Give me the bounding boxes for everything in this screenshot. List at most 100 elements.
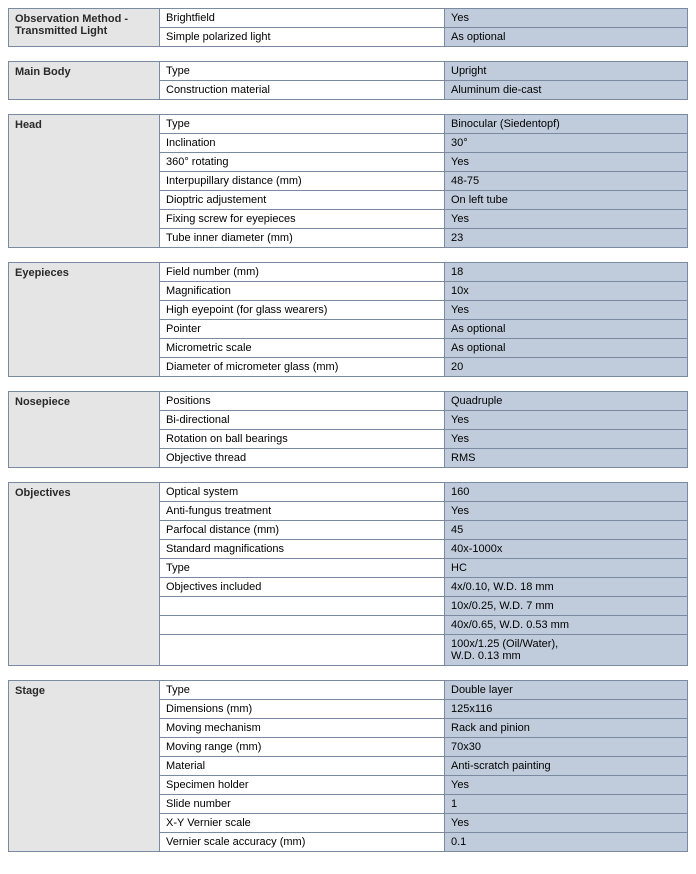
spec-label: Inclination (160, 134, 445, 153)
spec-label: Dioptric adjustement (160, 191, 445, 210)
spec-section: Main BodyTypeUprightConstruction materia… (8, 61, 688, 100)
spec-row: Standard magnifications40x-1000x (160, 540, 688, 559)
section-header: Nosepiece (8, 391, 160, 468)
spec-section: NosepiecePositionsQuadrupleBi-directiona… (8, 391, 688, 468)
spec-row: Objectives included4x/0.10, W.D. 18 mm (160, 578, 688, 597)
spec-row: Tube inner diameter (mm)23 (160, 229, 688, 248)
spec-value: RMS (445, 449, 688, 468)
spec-label: Type (160, 680, 445, 700)
spec-label: Pointer (160, 320, 445, 339)
spec-value: Yes (445, 814, 688, 833)
spec-row: Objective threadRMS (160, 449, 688, 468)
spec-value: Yes (445, 8, 688, 28)
spec-row: Parfocal distance (mm)45 (160, 521, 688, 540)
spec-value: As optional (445, 320, 688, 339)
spec-label: 360° rotating (160, 153, 445, 172)
spec-value: 100x/1.25 (Oil/Water), W.D. 0.13 mm (445, 635, 688, 666)
spec-value: Aluminum die-cast (445, 81, 688, 100)
spec-label: High eyepoint (for glass wearers) (160, 301, 445, 320)
spec-label: Slide number (160, 795, 445, 814)
spec-value: Binocular (Siedentopf) (445, 114, 688, 134)
spec-value: 160 (445, 482, 688, 502)
spec-row: Vernier scale accuracy (mm)0.1 (160, 833, 688, 852)
spec-label: Fixing screw for eyepieces (160, 210, 445, 229)
spec-row: Construction materialAluminum die-cast (160, 81, 688, 100)
section-header: Eyepieces (8, 262, 160, 377)
spec-row: Field number (mm)18 (160, 262, 688, 282)
spec-value: Quadruple (445, 391, 688, 411)
spec-label: Tube inner diameter (mm) (160, 229, 445, 248)
spec-label: Standard magnifications (160, 540, 445, 559)
spec-label: X-Y Vernier scale (160, 814, 445, 833)
spec-label (160, 635, 445, 666)
spec-label: Brightfield (160, 8, 445, 28)
section-rows: Optical system160Anti-fungus treatmentYe… (160, 482, 688, 666)
spec-row: TypeDouble layer (160, 680, 688, 700)
spec-row: Optical system160 (160, 482, 688, 502)
spec-row: Diameter of micrometer glass (mm)20 (160, 358, 688, 377)
section-rows: PositionsQuadrupleBi-directionalYesRotat… (160, 391, 688, 468)
spec-value: Yes (445, 411, 688, 430)
spec-row: MaterialAnti-scratch painting (160, 757, 688, 776)
spec-value: 18 (445, 262, 688, 282)
spec-row: TypeHC (160, 559, 688, 578)
section-rows: TypeUprightConstruction materialAluminum… (160, 61, 688, 100)
spec-label: Field number (mm) (160, 262, 445, 282)
spec-value: Yes (445, 301, 688, 320)
spec-value: 23 (445, 229, 688, 248)
spec-label: Diameter of micrometer glass (mm) (160, 358, 445, 377)
section-rows: TypeDouble layerDimensions (mm)125x116Mo… (160, 680, 688, 852)
spec-value: 4x/0.10, W.D. 18 mm (445, 578, 688, 597)
spec-label: Interpupillary distance (mm) (160, 172, 445, 191)
spec-label: Moving mechanism (160, 719, 445, 738)
spec-value: 30° (445, 134, 688, 153)
spec-label: Specimen holder (160, 776, 445, 795)
spec-row: X-Y Vernier scaleYes (160, 814, 688, 833)
spec-section: StageTypeDouble layerDimensions (mm)125x… (8, 680, 688, 852)
spec-value: On left tube (445, 191, 688, 210)
spec-sheet: Observation Method - Transmitted LightBr… (8, 8, 688, 852)
spec-value: 20 (445, 358, 688, 377)
spec-row: Magnification10x (160, 282, 688, 301)
spec-label: Objective thread (160, 449, 445, 468)
spec-label: Micrometric scale (160, 339, 445, 358)
spec-value: 40x-1000x (445, 540, 688, 559)
spec-row: TypeUpright (160, 61, 688, 81)
spec-row: Fixing screw for eyepiecesYes (160, 210, 688, 229)
spec-value: Double layer (445, 680, 688, 700)
section-header: Stage (8, 680, 160, 852)
spec-value: 125x116 (445, 700, 688, 719)
spec-row: High eyepoint (for glass wearers)Yes (160, 301, 688, 320)
spec-row: Slide number1 (160, 795, 688, 814)
spec-value: Anti-scratch painting (445, 757, 688, 776)
spec-label: Vernier scale accuracy (mm) (160, 833, 445, 852)
spec-row: Inclination30° (160, 134, 688, 153)
spec-value: 48-75 (445, 172, 688, 191)
spec-row: 360° rotatingYes (160, 153, 688, 172)
spec-label: Type (160, 61, 445, 81)
spec-value: 40x/0.65, W.D. 0.53 mm (445, 616, 688, 635)
spec-row: Anti-fungus treatmentYes (160, 502, 688, 521)
spec-value: Yes (445, 776, 688, 795)
spec-label: Rotation on ball bearings (160, 430, 445, 449)
spec-value: 70x30 (445, 738, 688, 757)
spec-row: BrightfieldYes (160, 8, 688, 28)
spec-row: 100x/1.25 (Oil/Water), W.D. 0.13 mm (160, 635, 688, 666)
spec-row: Micrometric scaleAs optional (160, 339, 688, 358)
spec-value: Yes (445, 153, 688, 172)
spec-value: Yes (445, 502, 688, 521)
spec-row: 10x/0.25, W.D. 7 mm (160, 597, 688, 616)
spec-value: 1 (445, 795, 688, 814)
spec-value: As optional (445, 339, 688, 358)
spec-label: Type (160, 559, 445, 578)
spec-value: 10x/0.25, W.D. 7 mm (445, 597, 688, 616)
spec-value: HC (445, 559, 688, 578)
spec-section: ObjectivesOptical system160Anti-fungus t… (8, 482, 688, 666)
spec-label: Positions (160, 391, 445, 411)
spec-section: Observation Method - Transmitted LightBr… (8, 8, 688, 47)
spec-label: Objectives included (160, 578, 445, 597)
spec-row: Bi-directionalYes (160, 411, 688, 430)
spec-label: Simple polarized light (160, 28, 445, 47)
spec-label: Type (160, 114, 445, 134)
spec-label: Anti-fungus treatment (160, 502, 445, 521)
